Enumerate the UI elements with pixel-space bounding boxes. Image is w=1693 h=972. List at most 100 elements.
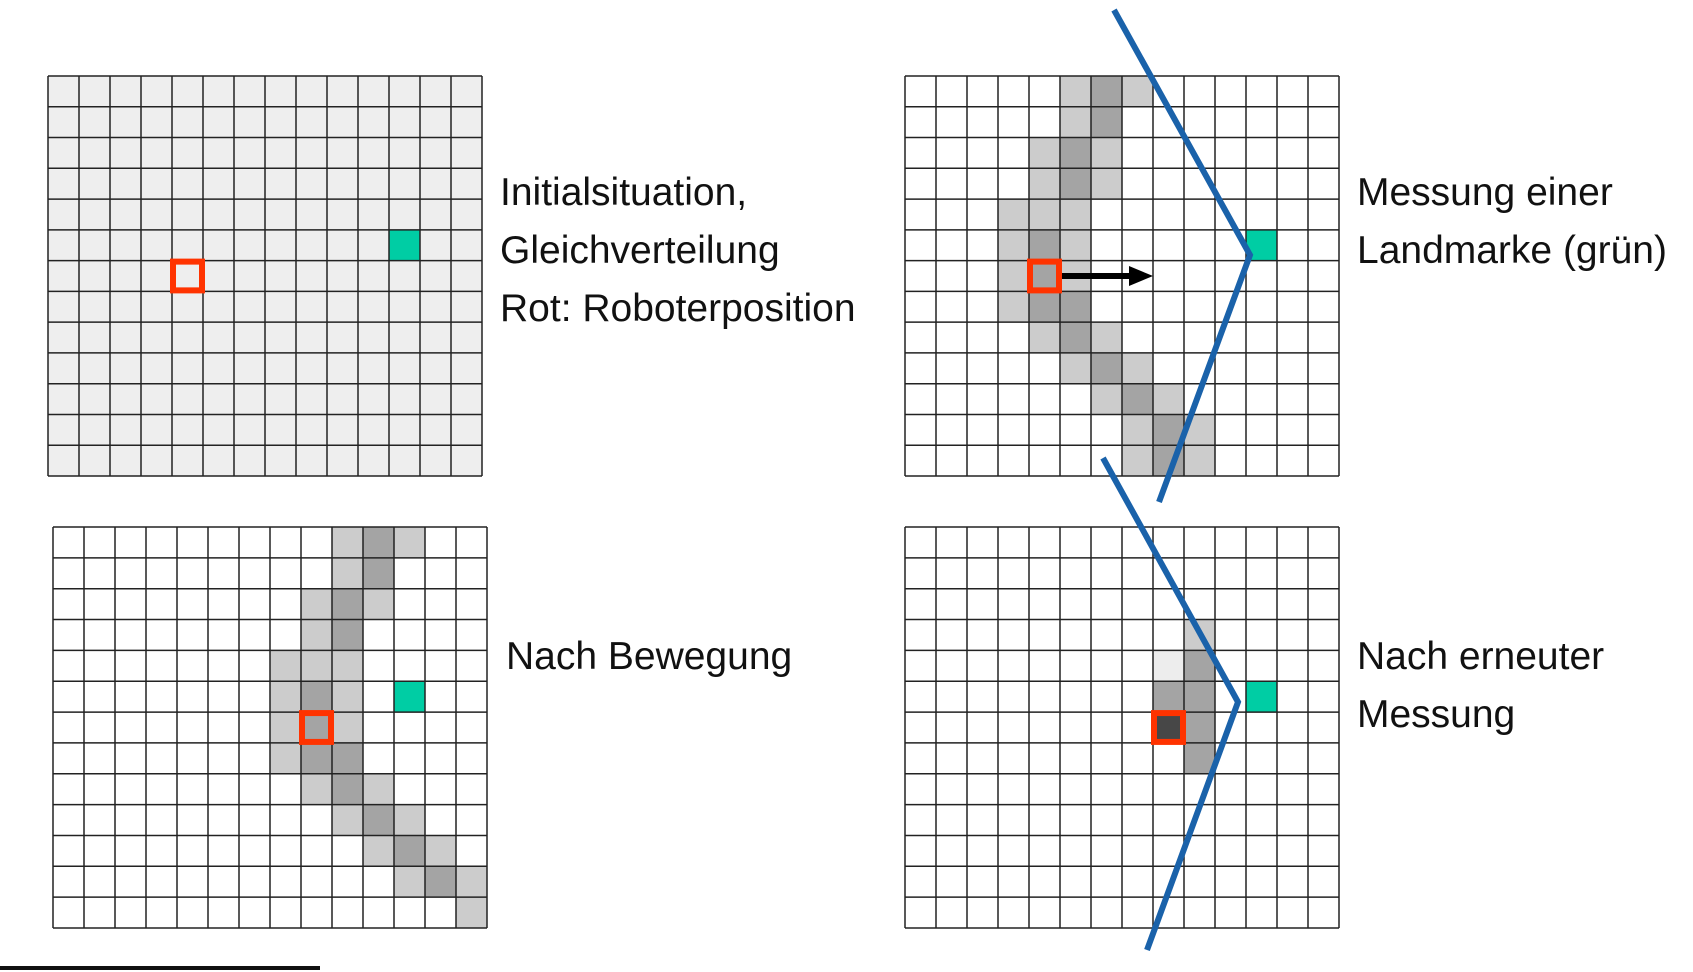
caption-line: Landmarke (grün) [1357,229,1667,272]
sensor-likelihood-line-top [1111,8,1254,504]
probability-cell [270,712,301,743]
probability-cell [1153,681,1184,713]
probability-cell [1060,137,1091,169]
probability-cell [1091,137,1122,169]
probability-cell [270,650,301,682]
probability-cell [1060,229,1091,261]
probability-cell [1153,383,1184,415]
probability-cell [1029,229,1060,261]
probability-cell [1060,352,1091,384]
probability-cell [394,804,425,836]
probability-cell [301,773,332,805]
probability-cell [301,619,332,651]
caption-after-motion: Nach Bewegung [506,628,792,686]
caption-line: Gleichverteilung [500,229,780,272]
probability-cell [394,866,425,898]
caption-line: Nach Bewegung [506,635,793,678]
landmark-cell [1246,681,1277,713]
probability-cell [998,229,1029,261]
probability-cell [270,742,301,774]
probability-cell [301,712,332,743]
probability-cell [332,527,363,558]
probability-cell [1153,712,1184,743]
probability-cell [332,773,363,805]
probability-cell [301,681,332,713]
probability-cell [1153,650,1184,682]
probability-cell [270,681,301,713]
robot-position-marker [1151,710,1186,745]
probability-cell [1029,291,1060,323]
caption-line: Rot: Roboterposition [500,287,856,330]
caption-initial: Initialsituation, Gleichverteilung Rot: … [500,164,856,338]
probability-cell [1122,383,1153,415]
probability-cell [1184,712,1215,743]
probability-cell [332,619,363,651]
probability-cell [1184,681,1215,713]
probability-cell [1091,383,1122,415]
probability-grid-initial [47,75,483,477]
probability-cell [363,527,394,558]
probability-cell [1091,76,1122,107]
probability-cell [456,866,487,898]
probability-cell [1060,322,1091,353]
probability-cell [301,588,332,620]
probability-cell [425,835,456,867]
probability-cell [363,557,394,589]
robot-position-marker [170,258,205,294]
probability-cell [363,588,394,620]
motion-arrow-head [1129,266,1153,286]
probability-cell [1029,322,1060,353]
probability-cell [1091,352,1122,384]
robot-position-marker [299,710,334,745]
probability-cell [332,804,363,836]
probability-cell [301,650,332,682]
probability-cell [1122,445,1153,476]
probability-grid-re-measurement [904,526,1340,929]
caption-line: Initialsituation, [500,171,748,214]
probability-cell [332,681,363,713]
probability-cell [1060,76,1091,107]
probability-cell [998,291,1029,323]
probability-cell [332,712,363,743]
probability-cell [332,588,363,620]
probability-grid-after-motion [52,526,488,929]
probability-grid-measurement [904,75,1340,477]
probability-cell [301,742,332,774]
caption-measurement: Messung einer Landmarke (grün) [1357,164,1667,280]
probability-cell [998,260,1029,292]
probability-cell [363,804,394,836]
probability-cell [332,650,363,682]
probability-cell [394,527,425,558]
probability-cell [456,897,487,928]
probability-cell [1122,414,1153,446]
probability-cell [1060,291,1091,323]
probability-cell [1029,260,1060,292]
probability-cell [1184,445,1215,476]
sensor-likelihood-line-bottom [1100,456,1242,952]
probability-cell [1091,106,1122,138]
probability-cell [332,742,363,774]
probability-cell [1091,322,1122,353]
landmark-cell [394,681,425,713]
probability-cell [1029,168,1060,200]
probability-cell [363,835,394,867]
caption-line: Messung einer [1357,171,1613,214]
probability-cell [1091,168,1122,200]
probability-cell [1029,199,1060,230]
probability-cell [1060,106,1091,138]
probability-cell [1122,76,1153,107]
probability-cell [1184,742,1215,774]
probability-cell [1122,352,1153,384]
robot-position-marker [1027,258,1062,294]
probability-cell [425,866,456,898]
probability-cell [998,199,1029,230]
landmark-cell [389,229,420,261]
probability-cell [1029,137,1060,169]
caption-line: Nach erneuter [1357,635,1605,678]
probability-cell [332,557,363,589]
probability-cell [363,773,394,805]
probability-cell [1060,199,1091,230]
probability-cell [1060,168,1091,200]
footnote-rule [0,966,320,970]
